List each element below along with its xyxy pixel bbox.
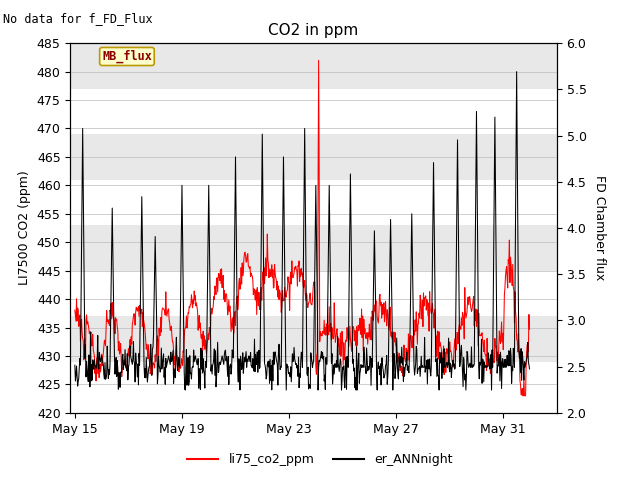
Bar <box>70 225 557 271</box>
Bar <box>70 134 557 180</box>
Title: CO2 in ppm: CO2 in ppm <box>268 23 359 38</box>
Y-axis label: FD Chamber flux: FD Chamber flux <box>593 175 606 281</box>
Legend: li75_co2_ppm, er_ANNnight: li75_co2_ppm, er_ANNnight <box>182 448 458 471</box>
Bar <box>70 316 557 361</box>
Text: MB_flux: MB_flux <box>102 50 152 63</box>
Y-axis label: LI7500 CO2 (ppm): LI7500 CO2 (ppm) <box>19 170 31 286</box>
Text: No data for f_FD_Flux: No data for f_FD_Flux <box>3 12 153 25</box>
Bar <box>70 43 557 89</box>
